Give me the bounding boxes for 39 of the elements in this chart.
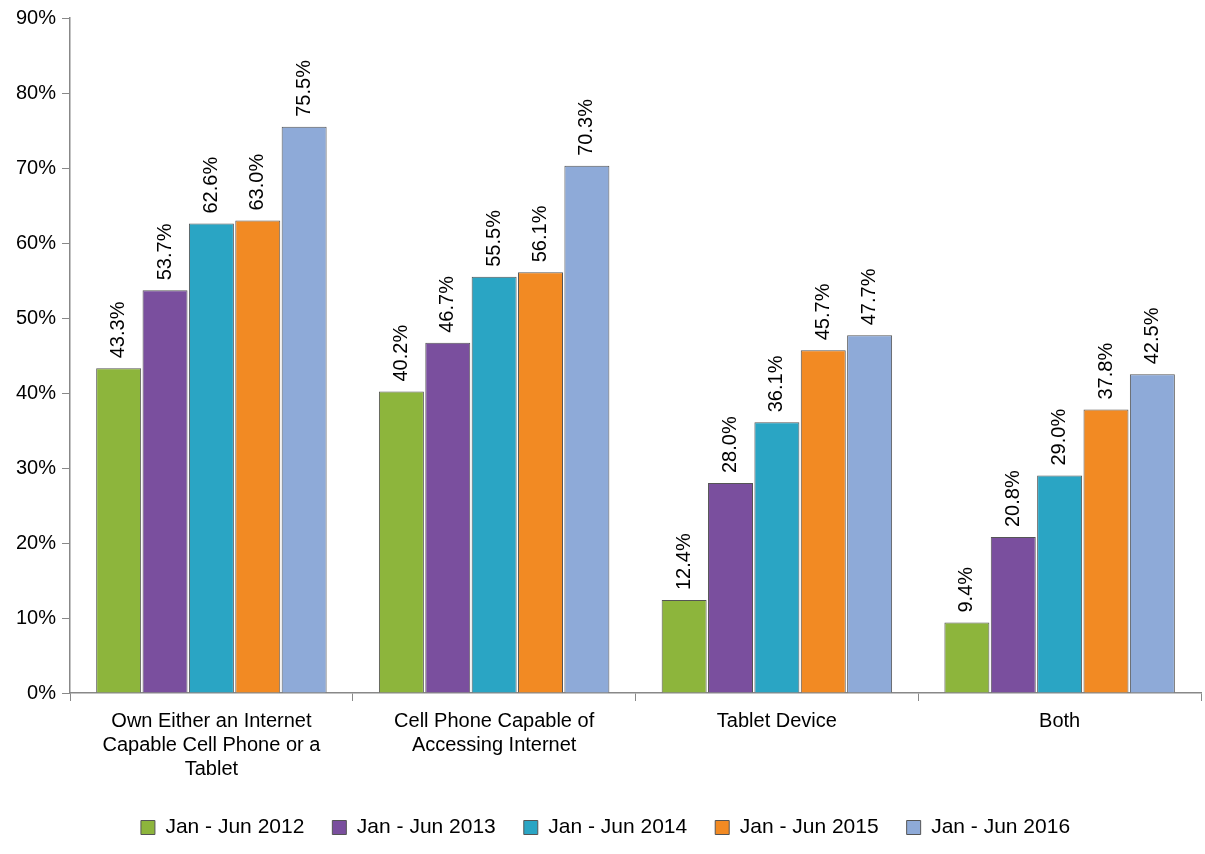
- legend-label: Jan - Jun 2012: [165, 814, 305, 838]
- y-tick-label: 90%: [16, 5, 57, 28]
- data-label: 42.5%: [1139, 307, 1162, 365]
- y-tick-label: 20%: [16, 530, 57, 553]
- data-label: 53.7%: [152, 223, 175, 281]
- x-tick-label: Own Either an Internet Capable Cell Phone or a Tablet: [102, 708, 322, 779]
- x-tick-label: Both: [1039, 708, 1081, 731]
- data-label: 45.7%: [810, 283, 833, 341]
- data-label: 55.5%: [481, 209, 504, 267]
- legend-label: Jan - Jun 2015: [739, 814, 879, 838]
- data-label: 62.6%: [198, 156, 221, 214]
- data-label: 47.7%: [857, 268, 880, 326]
- data-label: 12.4%: [671, 533, 694, 590]
- legend-label: Jan - Jun 2014: [548, 814, 688, 838]
- data-label: 46.7%: [435, 275, 458, 333]
- data-label: 20.8%: [1000, 470, 1023, 527]
- data-label: 28.0%: [718, 416, 741, 473]
- legend-label: Jan - Jun 2013: [356, 814, 496, 838]
- data-label: 56.1%: [528, 205, 551, 263]
- y-tick-label: 0%: [27, 680, 57, 703]
- data-label: 37.8%: [1093, 342, 1116, 400]
- data-label: 40.2%: [388, 324, 411, 382]
- data-label: 43.3%: [106, 301, 129, 359]
- x-tick-label: Cell Phone Capable of Accessing Internet: [394, 708, 595, 755]
- y-tick-label: 40%: [16, 380, 57, 403]
- y-tick-label: 10%: [16, 605, 57, 628]
- legend-label: Jan - Jun 2016: [931, 814, 1071, 838]
- data-label: 29.0%: [1047, 408, 1070, 466]
- data-label: 36.1%: [764, 355, 787, 413]
- y-tick-label: 50%: [16, 305, 57, 328]
- y-tick-label: 70%: [16, 155, 57, 178]
- x-tick-label: Tablet Device: [716, 708, 837, 731]
- data-label: 63.0%: [245, 153, 268, 211]
- data-label: 75.5%: [291, 59, 314, 117]
- data-label: 9.4%: [954, 566, 977, 613]
- y-tick-label: 30%: [16, 455, 57, 478]
- data-label: 70.3%: [574, 98, 597, 156]
- y-tick-label: 80%: [16, 80, 57, 103]
- y-tick-label: 60%: [16, 230, 57, 253]
